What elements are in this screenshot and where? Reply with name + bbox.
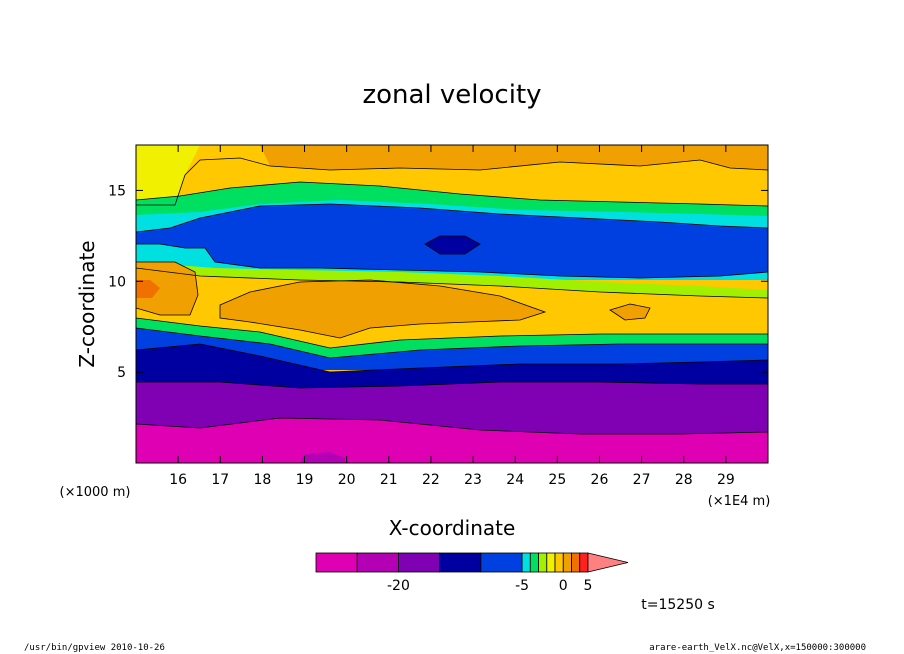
footer-left: /usr/bin/gpview 2010-10-26 bbox=[24, 643, 165, 653]
x-axis-label: X-coordinate bbox=[389, 516, 516, 540]
axes: 16 17 18 19 20 21 22 23 24 25 26 27 28 29 5 10 15 bbox=[108, 145, 768, 488]
colorbar-extend-arrow bbox=[587, 552, 629, 573]
x-tick-label: 28 bbox=[675, 472, 693, 488]
colorbar-swatch bbox=[439, 552, 482, 573]
colorbar-swatch bbox=[356, 552, 399, 573]
y-tick-label: 10 bbox=[108, 274, 126, 290]
footer-right: arare-earth_VelX.nc@VelX,x=150000:300000 bbox=[649, 643, 866, 653]
x-tick-label: 26 bbox=[591, 472, 609, 488]
time-label: t=15250 s bbox=[641, 597, 715, 613]
contour-magenta-dark bbox=[300, 452, 345, 463]
colorbar-tick-label: 5 bbox=[584, 578, 593, 594]
x-tick-label: 20 bbox=[338, 472, 356, 488]
plot-frame bbox=[135, 144, 769, 464]
contour-orange-left bbox=[136, 262, 198, 315]
colorbar-swatch bbox=[398, 552, 441, 573]
contour-blue-core bbox=[425, 236, 480, 254]
x-tick-label: 22 bbox=[422, 472, 440, 488]
colorbar-swatch bbox=[546, 552, 556, 573]
colorbar-swatch bbox=[554, 552, 564, 573]
x-tick-label: 24 bbox=[506, 472, 524, 488]
colorbar: -20 -5 0 5 bbox=[315, 552, 629, 594]
x-tick-label: 21 bbox=[380, 472, 398, 488]
colorbar-swatch bbox=[579, 552, 589, 573]
chart-title: zonal velocity bbox=[362, 80, 541, 110]
x-tick-label: 27 bbox=[633, 472, 651, 488]
colorbar-swatch bbox=[562, 552, 572, 573]
x-tick-label: 18 bbox=[253, 472, 271, 488]
colorbar-swatch bbox=[538, 552, 548, 573]
contour-orange-jet bbox=[220, 280, 545, 338]
colorbar-swatch bbox=[521, 552, 531, 573]
x-tick-label: 16 bbox=[169, 472, 187, 488]
x-tick-label: 23 bbox=[464, 472, 482, 488]
colorbar-swatch bbox=[529, 552, 539, 573]
x-tick-label: 17 bbox=[211, 472, 229, 488]
contour-field bbox=[136, 145, 768, 463]
colorbar-swatch bbox=[315, 552, 358, 573]
contour-orange-top bbox=[260, 145, 768, 170]
contour-lines bbox=[136, 157, 768, 435]
y-tick-label: 5 bbox=[117, 365, 126, 381]
x-tick-label: 19 bbox=[296, 472, 314, 488]
y-unit-note: (×1000 m) bbox=[60, 485, 131, 500]
x-tick-label: 25 bbox=[548, 472, 566, 488]
x-unit-note: (×1E4 m) bbox=[708, 494, 771, 509]
colorbar-tick-label: -20 bbox=[387, 578, 410, 594]
contour-magenta bbox=[136, 418, 768, 463]
colorbar-tick-label: -5 bbox=[515, 578, 529, 594]
y-axis-label: Z-coordinate bbox=[75, 240, 99, 367]
colorbar-swatch bbox=[480, 552, 523, 573]
y-tick-label: 15 bbox=[108, 183, 126, 199]
colorbar-tick-label: 0 bbox=[559, 578, 568, 594]
colorbar-swatch bbox=[571, 552, 581, 573]
contour-red-left bbox=[136, 280, 160, 298]
contour-yellow-topleft bbox=[136, 145, 200, 205]
contour-orange-small bbox=[610, 304, 650, 320]
x-tick-label: 29 bbox=[717, 472, 735, 488]
